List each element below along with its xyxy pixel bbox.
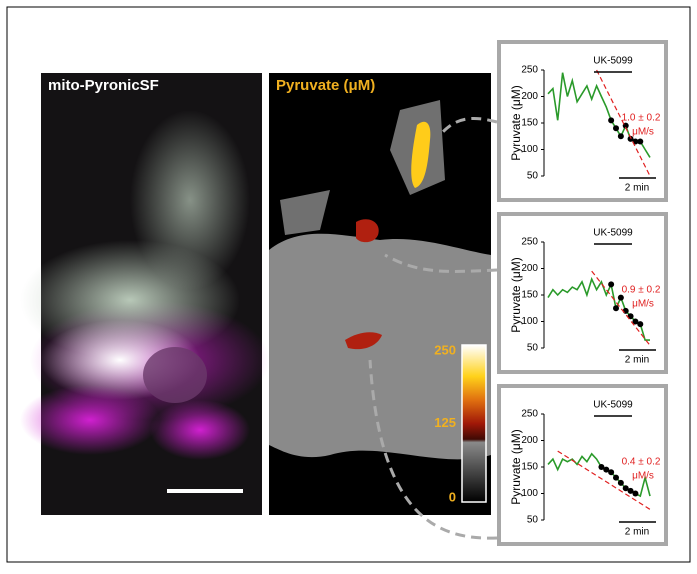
data-point (613, 475, 619, 481)
y-tick-label: 250 (521, 237, 538, 248)
y-tick-label: 50 (527, 171, 539, 182)
data-point (608, 281, 614, 287)
panel-label: Pyruvate (μM) (276, 77, 375, 94)
data-point (613, 305, 619, 311)
y-tick-label: 150 (521, 462, 538, 473)
y-tick-label: 100 (521, 316, 538, 327)
rate-label: 0.9 ± 0.2 (622, 285, 661, 296)
data-point (632, 491, 638, 497)
rate-unit: μM/s (632, 471, 654, 482)
annotation: UK-5099 (593, 56, 633, 67)
data-point (613, 125, 619, 131)
y-tick-label: 200 (521, 91, 538, 102)
scale-bar-label: 2 min (625, 355, 649, 366)
data-point (637, 139, 643, 145)
scale-bar-label: 2 min (625, 527, 649, 538)
y-tick-label: 200 (521, 263, 538, 274)
annotation: UK-5099 (593, 228, 633, 239)
y-tick-label: 250 (521, 65, 538, 76)
y-tick-label: 150 (521, 118, 538, 129)
rate-label: 1.0 ± 0.2 (622, 113, 661, 124)
y-tick-label: 50 (527, 515, 539, 526)
y-tick-label: 150 (521, 290, 538, 301)
colorbar-tick-label: 125 (434, 415, 456, 430)
y-tick-label: 100 (521, 144, 538, 155)
data-point (608, 469, 614, 475)
y-tick-label: 100 (521, 488, 538, 499)
y-tick-label: 50 (527, 343, 539, 354)
y-tick-label: 200 (521, 435, 538, 446)
y-axis-label: Pyruvate (μM) (509, 257, 523, 333)
rate-label: 0.4 ± 0.2 (622, 457, 661, 468)
y-axis-label: Pyruvate (μM) (509, 429, 523, 505)
y-axis-label: Pyruvate (μM) (509, 85, 523, 161)
scale-bar-label: 2 min (625, 183, 649, 194)
annotation: UK-5099 (593, 400, 633, 411)
figure: mito-PyronicSF Pyruvate (μM) 0 125 250 50 10… (0, 0, 697, 569)
colorbar-tick-label: 250 (434, 342, 456, 357)
panel-label: mito-PyronicSF (48, 77, 159, 94)
rate-unit: μM/s (632, 299, 654, 310)
data-point (618, 133, 624, 139)
data-point (608, 117, 614, 123)
micrograph-right (269, 73, 491, 515)
data-point (618, 480, 624, 486)
y-tick-label: 250 (521, 409, 538, 420)
rate-unit: μM/s (632, 127, 654, 138)
data-point (637, 321, 643, 327)
colorbar-tick-label: 0 (449, 489, 456, 504)
micrograph-left (20, 73, 270, 515)
